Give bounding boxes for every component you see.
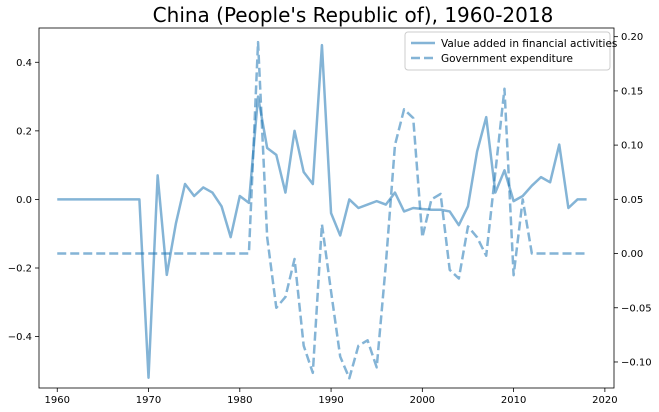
x-tick-label: 1980 [227,395,252,406]
series-line-1 [57,43,587,379]
y-left-tick-label: 0.0 [16,195,32,206]
y-right-tick-label: −0.05 [621,303,652,314]
y-left-tick-label: −0.4 [8,332,32,343]
y-axis-left: −0.4 −0.2 0.0 0.2 0.4 [8,58,39,343]
chart-title: China (People's Republic of), 1960-2018 [153,3,554,27]
x-tick-label: 2000 [410,395,435,406]
y-axis-right: −0.10 −0.05 0.00 0.05 0.10 0.15 0.20 [614,32,652,368]
x-tick-label: 2010 [501,395,526,406]
y-right-tick-label: 0.00 [621,249,643,260]
x-tick-label: 1990 [318,395,343,406]
legend-label-1: Value added in financial activities [441,38,617,50]
y-right-tick-label: −0.10 [621,357,652,368]
plot-frame [38,27,615,389]
y-left-tick-label: 0.4 [16,58,32,69]
y-left-tick-label: −0.2 [8,264,32,275]
y-right-tick-label: 0.05 [621,195,643,206]
y-right-tick-label: 0.20 [621,32,643,43]
y-right-tick-label: 0.15 [621,86,643,97]
plot-area [38,27,615,389]
y-left-tick-label: 0.2 [16,126,32,137]
x-tick-label: 2020 [592,395,617,406]
series-line-2 [57,40,587,380]
x-tick-label: 1960 [45,395,70,406]
y-right-tick-label: 0.10 [621,141,643,152]
legend: Value added in financial activities Gover… [404,31,617,71]
legend-box [404,31,611,71]
legend-label-2: Government expenditure [441,53,573,65]
x-axis: 1960 1970 1980 1990 2000 2010 2020 [45,388,618,406]
x-tick-label: 1970 [136,395,161,406]
